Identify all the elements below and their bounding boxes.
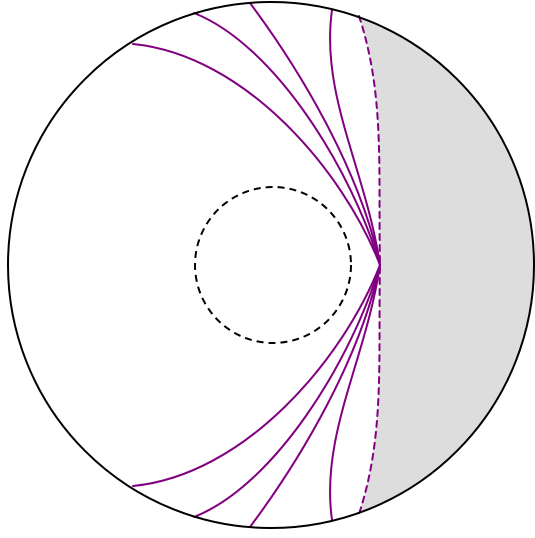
curve-2-upper — [193, 12, 381, 266]
outer-circle — [7, 1, 535, 529]
shaded-region — [359, 16, 534, 514]
curve-1-lower — [132, 264, 381, 487]
curve-1-upper — [132, 43, 381, 266]
curve-3-lower — [249, 264, 381, 528]
inner-circle — [194, 186, 352, 344]
curve-3-upper — [249, 2, 381, 266]
curve-4-lower — [329, 264, 381, 521]
curve-4-upper — [329, 9, 381, 266]
curve-2-lower — [193, 264, 381, 518]
